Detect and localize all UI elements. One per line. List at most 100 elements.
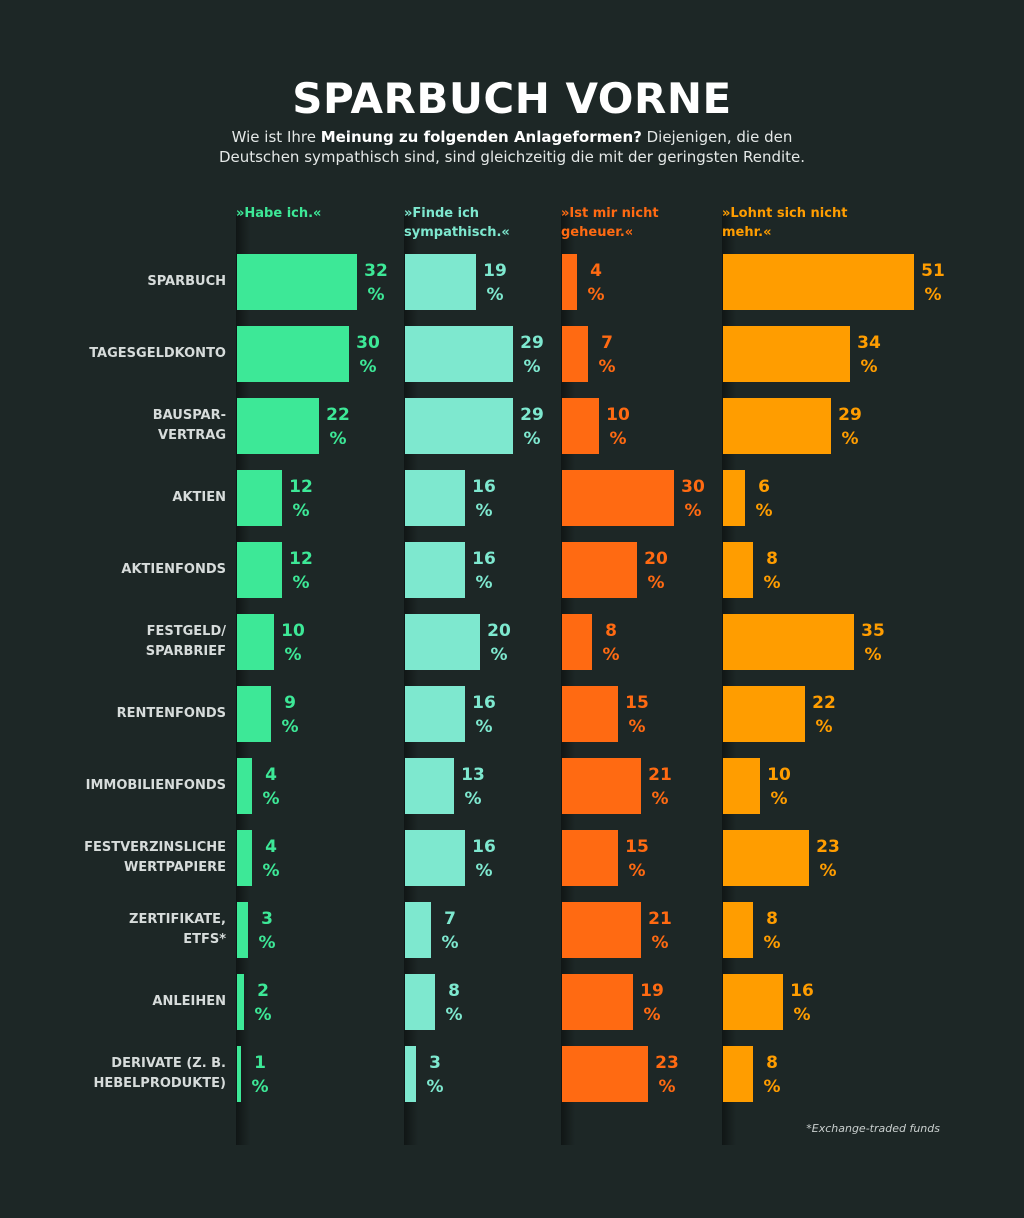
- bar: [723, 974, 783, 1030]
- bar: [562, 974, 633, 1030]
- bar: [723, 470, 745, 526]
- data-label: 8%: [763, 549, 781, 593]
- data-label: 3%: [258, 909, 276, 953]
- data-label: 12%: [289, 549, 313, 593]
- bar: [237, 974, 244, 1030]
- bar: [237, 326, 349, 382]
- footnote: *Exchange-traded funds: [806, 1122, 940, 1135]
- data-label: 20%: [644, 549, 668, 593]
- bar: [723, 614, 854, 670]
- bar: [562, 614, 592, 670]
- bar: [405, 1046, 416, 1102]
- category-label: DERIVATE (Z. B. HEBELPRODUKTE): [93, 1056, 226, 1091]
- data-label: 4%: [587, 261, 605, 305]
- data-label: 29%: [520, 405, 544, 449]
- category-label: BAUSPAR- VERTRAG: [152, 408, 226, 443]
- data-label: 8%: [602, 621, 620, 665]
- data-label: 51%: [921, 261, 945, 305]
- category-label: FESTVERZINSLICHE WERTPAPIERE: [84, 840, 226, 875]
- data-label: 8%: [763, 909, 781, 953]
- data-label: 22%: [812, 693, 836, 737]
- data-label: 2%: [254, 981, 272, 1025]
- bar: [562, 254, 577, 310]
- bar: [405, 758, 454, 814]
- series-header: »Finde ich sympathisch.«: [404, 206, 510, 240]
- data-label: 32%: [364, 261, 388, 305]
- data-label: 19%: [640, 981, 664, 1025]
- category-label: ZERTIFIKATE, ETFS*: [129, 912, 226, 947]
- bar: [405, 830, 465, 886]
- series-header: »Ist mir nicht geheuer.«: [561, 206, 659, 240]
- bar: [723, 254, 914, 310]
- data-label: 1%: [251, 1053, 269, 1097]
- bar: [723, 542, 753, 598]
- data-label: 30%: [356, 333, 380, 377]
- bar: [237, 614, 274, 670]
- subtitle-intro: Wie ist Ihre: [231, 128, 321, 146]
- bar: [723, 398, 831, 454]
- bar: [405, 470, 465, 526]
- bar: [237, 686, 271, 742]
- data-label: 21%: [648, 765, 672, 809]
- data-label: 16%: [790, 981, 814, 1025]
- category-label: TAGESGELDKONTO: [89, 346, 226, 361]
- bar: [237, 254, 357, 310]
- chart-title: SPARBUCH VORNE: [292, 74, 732, 123]
- bar: [562, 902, 641, 958]
- category-label: RENTENFONDS: [116, 706, 226, 721]
- data-label: 16%: [472, 837, 496, 881]
- bar: [405, 326, 513, 382]
- data-label: 8%: [763, 1053, 781, 1097]
- data-label: 13%: [461, 765, 485, 809]
- bar: [723, 686, 805, 742]
- bar: [562, 326, 588, 382]
- bar: [723, 758, 760, 814]
- bar: [723, 1046, 753, 1102]
- bar: [405, 614, 480, 670]
- data-label: 29%: [520, 333, 544, 377]
- data-label: 20%: [487, 621, 511, 665]
- data-label: 30%: [681, 477, 705, 521]
- bar: [405, 974, 435, 1030]
- data-label: 4%: [262, 837, 280, 881]
- subtitle-question: Meinung zu folgenden Anlageformen?: [320, 128, 642, 146]
- category-label: ANLEIHEN: [152, 994, 226, 1009]
- data-label: 10%: [606, 405, 630, 449]
- bar: [723, 326, 850, 382]
- bar: [237, 1046, 241, 1102]
- data-label: 23%: [655, 1053, 679, 1097]
- bar: [237, 542, 282, 598]
- data-label: 15%: [625, 693, 649, 737]
- data-label: 3%: [426, 1053, 444, 1097]
- bar: [405, 542, 465, 598]
- data-label: 6%: [755, 477, 773, 521]
- data-label: 9%: [281, 693, 299, 737]
- subtitle-explanation: Diejenigen, die den Deutschen sympathisc…: [218, 128, 806, 166]
- bar: [562, 470, 674, 526]
- data-label: 21%: [648, 909, 672, 953]
- bar: [562, 398, 599, 454]
- bar: [562, 758, 641, 814]
- bar: [405, 902, 431, 958]
- category-label: IMMOBILIENFONDS: [85, 778, 226, 793]
- data-label: 16%: [472, 477, 496, 521]
- series-header: »Habe ich.«: [236, 206, 322, 221]
- category-label: SPARBUCH: [147, 274, 226, 289]
- category-label: FESTGELD/ SPARBRIEF: [145, 624, 226, 659]
- bar: [237, 470, 282, 526]
- data-label: 12%: [289, 477, 313, 521]
- data-label: 8%: [445, 981, 463, 1025]
- bar: [237, 902, 248, 958]
- bar: [237, 398, 319, 454]
- bar: [723, 902, 753, 958]
- data-label: 16%: [472, 693, 496, 737]
- data-label: 15%: [625, 837, 649, 881]
- chart-subtitle: Wie ist Ihre Meinung zu folgenden Anlage…: [190, 127, 834, 167]
- bar: [237, 758, 252, 814]
- bar: [562, 686, 618, 742]
- data-label: 35%: [861, 621, 885, 665]
- category-label: AKTIEN: [172, 490, 226, 505]
- data-label: 10%: [281, 621, 305, 665]
- bar: [723, 830, 809, 886]
- bar: [562, 1046, 648, 1102]
